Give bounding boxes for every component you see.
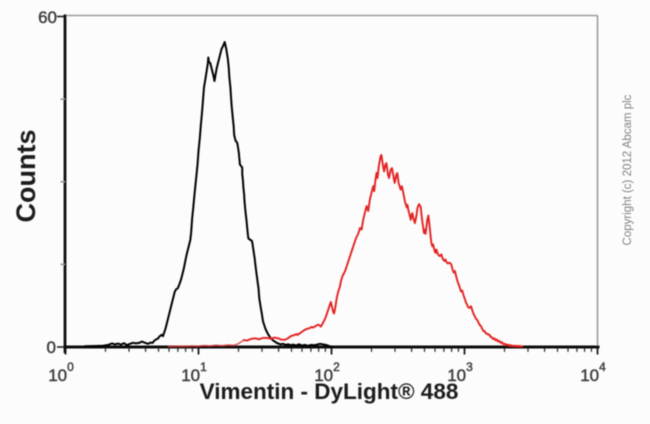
svg-text:Vimentin - DyLight® 488: Vimentin - DyLight® 488 — [200, 379, 459, 404]
svg-text:60: 60 — [38, 8, 57, 27]
svg-text:Counts: Counts — [11, 130, 41, 223]
svg-text:0: 0 — [47, 338, 56, 357]
svg-text:Copyright (c) 2012 Abcam plc: Copyright (c) 2012 Abcam plc — [622, 94, 634, 245]
